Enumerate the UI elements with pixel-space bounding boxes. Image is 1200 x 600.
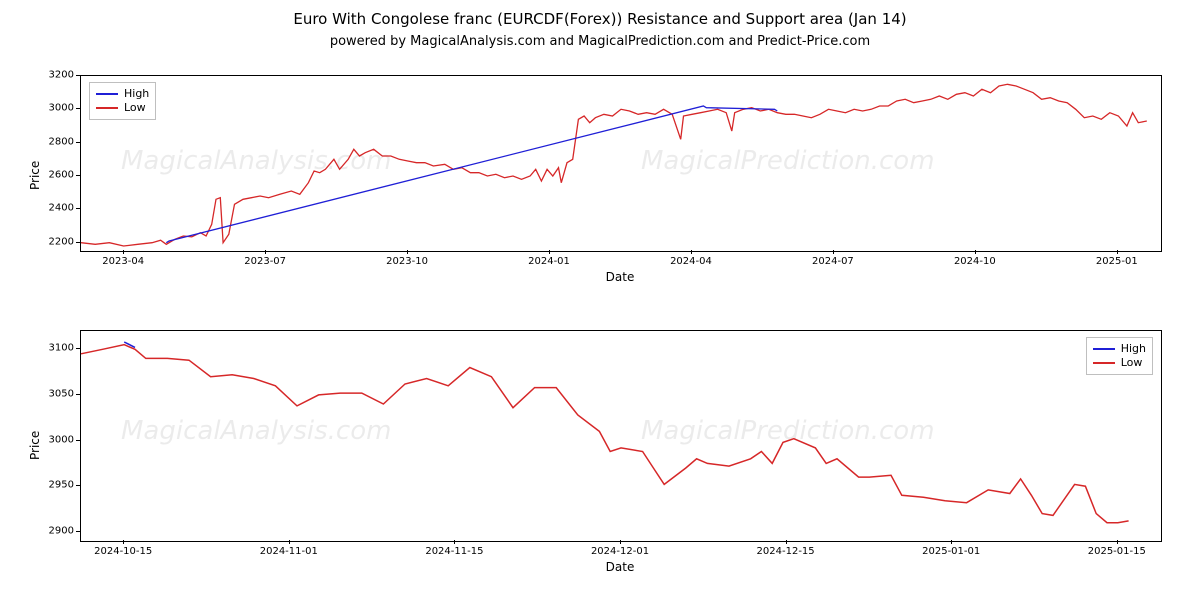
ytick-label: 3000 <box>42 434 74 445</box>
legend-swatch-low <box>96 107 118 109</box>
xtick-label: 2024-07 <box>812 256 854 267</box>
xtick-label: 2023-04 <box>102 256 144 267</box>
legend-item-low-2: Low <box>1093 356 1146 370</box>
ytick-label: 2900 <box>42 525 74 536</box>
xtick-label: 2024-10 <box>954 256 996 267</box>
xtick-label: 2024-10-15 <box>94 546 152 557</box>
xtick-label: 2024-11-01 <box>260 546 318 557</box>
legend-item-high: High <box>96 87 149 101</box>
top-chart-svg <box>81 76 1161 251</box>
xtick-label: 2025-01 <box>1096 256 1138 267</box>
ytick-label: 2600 <box>42 170 74 181</box>
legend-label-high: High <box>124 87 149 101</box>
xtick-label: 2025-01-01 <box>922 546 980 557</box>
ytick-label: 2950 <box>42 480 74 491</box>
ytick-label: 3050 <box>42 388 74 399</box>
ytick-label: 2400 <box>42 203 74 214</box>
bottom-ylabel: Price <box>28 431 42 460</box>
xtick-label: 2024-12-01 <box>591 546 649 557</box>
xtick-label: 2025-01-15 <box>1088 546 1146 557</box>
low-line <box>81 345 1129 523</box>
low-line <box>81 84 1147 246</box>
bottom-chart-svg <box>81 331 1161 541</box>
xtick-label: 2023-07 <box>244 256 286 267</box>
xtick-label: 2024-04 <box>670 256 712 267</box>
top-chart-panel: MagicalAnalysis.com MagicalPrediction.co… <box>80 75 1162 252</box>
chart-subtitle: powered by MagicalAnalysis.com and Magic… <box>0 34 1200 49</box>
legend-swatch-high-2 <box>1093 348 1115 350</box>
ytick-label: 2200 <box>42 236 74 247</box>
ytick-label: 3200 <box>42 70 74 81</box>
legend-item-high-2: High <box>1093 342 1146 356</box>
figure: Euro With Congolese franc (EURCDF(Forex)… <box>0 0 1200 600</box>
xtick-label: 2024-11-15 <box>425 546 483 557</box>
ytick-label: 2800 <box>42 136 74 147</box>
high-line <box>166 106 777 243</box>
ytick-label: 3000 <box>42 103 74 114</box>
legend-swatch-high <box>96 93 118 95</box>
chart-title: Euro With Congolese franc (EURCDF(Forex)… <box>0 10 1200 28</box>
top-xlabel: Date <box>80 270 1160 284</box>
top-ylabel: Price <box>28 161 42 190</box>
legend-item-low: Low <box>96 101 149 115</box>
xtick-label: 2024-01 <box>528 256 570 267</box>
legend-swatch-low-2 <box>1093 362 1115 364</box>
ytick-label: 3100 <box>42 343 74 354</box>
legend-label-high-2: High <box>1121 342 1146 356</box>
legend-top: High Low <box>89 82 156 120</box>
legend-label-low: Low <box>124 101 146 115</box>
xtick-label: 2024-12-15 <box>757 546 815 557</box>
xtick-label: 2023-10 <box>386 256 428 267</box>
legend-label-low-2: Low <box>1121 356 1143 370</box>
legend-bottom: High Low <box>1086 337 1153 375</box>
bottom-xlabel: Date <box>80 560 1160 574</box>
bottom-chart-panel: MagicalAnalysis.com MagicalPrediction.co… <box>80 330 1162 542</box>
